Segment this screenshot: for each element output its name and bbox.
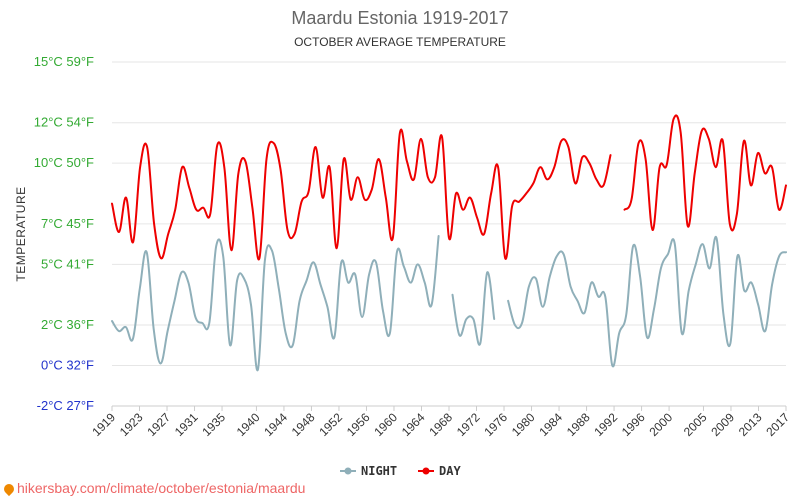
x-tick-label: 1972 bbox=[454, 410, 483, 439]
legend-item-day[interactable]: DAY bbox=[418, 464, 461, 478]
y-tick-label: 0°C 32°F bbox=[41, 358, 94, 373]
series-line-day bbox=[623, 114, 787, 232]
y-tick-label: 7°C 45°F bbox=[41, 216, 94, 231]
x-tick-label: 1919 bbox=[89, 410, 118, 439]
y-tick-label: 5°C 41°F bbox=[41, 256, 94, 271]
y-tick-label: 2°C 36°F bbox=[41, 317, 94, 332]
chart-title: Maardu Estonia 1919-2017 bbox=[291, 8, 508, 28]
x-tick-label: 1996 bbox=[619, 410, 648, 439]
y-tick-label: 15°C 59°F bbox=[34, 54, 94, 69]
series-line-night bbox=[507, 235, 787, 368]
y-tick-label: -2°C 27°F bbox=[37, 398, 94, 413]
legend-label: NIGHT bbox=[361, 464, 397, 478]
x-tick-label: 2005 bbox=[681, 410, 710, 439]
x-tick-label: 1956 bbox=[344, 410, 373, 439]
source-watermark[interactable]: hikersbay.com/climate/october/estonia/ma… bbox=[1, 480, 306, 497]
series-line-night bbox=[111, 235, 440, 372]
y-tick-labels: 15°C 59°F 12°C 54°F 10°C 50°F 7°C 45°F 5°C 4… bbox=[34, 54, 94, 413]
series-lines bbox=[111, 114, 787, 372]
x-tick-label: 2000 bbox=[646, 410, 675, 439]
x-tick-label: 2017 bbox=[763, 410, 792, 439]
watermark-text: hikersbay.com/climate/october/estonia/ma… bbox=[17, 480, 306, 496]
x-tick-label: 1984 bbox=[536, 410, 565, 439]
x-tick-label: 2009 bbox=[708, 410, 737, 439]
y-tick-label: 12°C 54°F bbox=[34, 115, 94, 130]
series-night bbox=[111, 235, 787, 372]
y-axis-label: TEMPERATURE bbox=[14, 186, 28, 281]
x-tick-label: 1960 bbox=[371, 410, 400, 439]
series-line-day bbox=[111, 128, 612, 261]
chart-subtitle: OCTOBER AVERAGE TEMPERATURE bbox=[294, 35, 506, 49]
x-tick-label: 1952 bbox=[316, 410, 345, 439]
legend[interactable]: NIGHT DAY bbox=[340, 464, 461, 478]
location-pin-icon bbox=[1, 481, 17, 497]
x-tick-label: 1944 bbox=[261, 410, 290, 439]
x-tick-label: 1992 bbox=[591, 410, 620, 439]
x-tick-label: 1976 bbox=[481, 410, 510, 439]
x-tick-label: 1931 bbox=[172, 410, 201, 439]
x-tick-label: 1980 bbox=[509, 410, 538, 439]
x-tick-label: 1927 bbox=[144, 410, 173, 439]
x-tick-label: 1935 bbox=[199, 410, 228, 439]
legend-swatch-marker bbox=[422, 467, 430, 475]
x-tick-label: 1923 bbox=[117, 410, 146, 439]
x-tick-label: 1968 bbox=[426, 410, 455, 439]
y-tick-label: 10°C 50°F bbox=[34, 155, 94, 170]
legend-item-night[interactable]: NIGHT bbox=[340, 464, 397, 478]
series-line-night bbox=[451, 271, 496, 346]
legend-swatch-marker bbox=[344, 467, 352, 475]
x-tick-label: 1964 bbox=[399, 410, 428, 439]
legend-label: DAY bbox=[439, 464, 461, 478]
series-day bbox=[111, 114, 787, 261]
x-tick-label: 1940 bbox=[234, 410, 263, 439]
x-tick-label: 1988 bbox=[564, 410, 593, 439]
x-tick-label: 2013 bbox=[736, 410, 765, 439]
x-tick-label: 1948 bbox=[289, 410, 318, 439]
